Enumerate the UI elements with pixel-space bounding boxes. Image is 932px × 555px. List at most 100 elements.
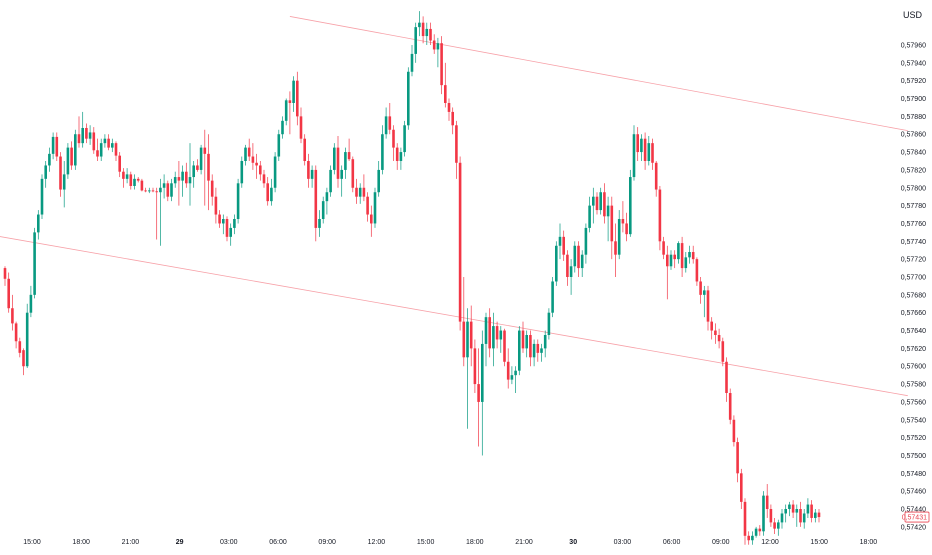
time-axis[interactable]: 15:00 18:00 21:00 29 03:00 06:00 09:00 12:00 15:… (23, 539, 877, 546)
price-axis[interactable]: 0,57960 0,57940 0,57920 0,57900 0,57880 0,578… (901, 42, 926, 531)
candle (218, 210, 221, 228)
candle (44, 160, 47, 188)
candle-body (440, 43, 443, 86)
candle (484, 312, 488, 367)
candle-body (680, 243, 684, 269)
candle-body (292, 80, 295, 103)
candle (706, 285, 710, 331)
candle (610, 196, 614, 260)
candle-body (780, 513, 784, 523)
candle (66, 143, 70, 179)
candle (414, 22, 417, 63)
candle-body (444, 85, 447, 103)
candle-body (325, 192, 329, 202)
candle-body (473, 348, 477, 385)
candle (33, 227, 36, 299)
candle (144, 187, 147, 193)
candle (222, 214, 225, 235)
candle-body (11, 308, 14, 324)
candle (225, 216, 229, 242)
candle (625, 212, 628, 242)
candle (806, 498, 810, 518)
candle (288, 91, 292, 135)
candle (721, 337, 725, 367)
candle (118, 152, 121, 178)
candle (255, 153, 258, 179)
candle-body (573, 245, 577, 267)
candle (129, 171, 133, 190)
candle (192, 160, 195, 188)
candle (814, 509, 817, 523)
candle (466, 308, 469, 429)
candle-body (795, 509, 799, 513)
channel-lines (0, 16, 908, 397)
candle (74, 129, 77, 170)
x-tick-label: 18:00 (860, 539, 878, 546)
candle (103, 134, 107, 148)
candle-body (643, 138, 647, 161)
candle-body (555, 245, 558, 282)
candle-body (85, 127, 88, 139)
candle-body (562, 236, 565, 255)
candle-body (185, 171, 188, 184)
candle (492, 312, 495, 367)
candle-body (514, 370, 517, 376)
x-tick-label: 09:00 (712, 539, 730, 546)
candle-body (710, 321, 713, 331)
candle-body (233, 218, 236, 228)
candle-body (717, 335, 721, 342)
candle-body (610, 205, 614, 242)
candle-body (580, 254, 584, 269)
candle-body (499, 330, 503, 340)
candle (447, 98, 451, 121)
candle (717, 328, 721, 349)
candle-body (466, 321, 469, 358)
candle (732, 415, 736, 447)
candle-body (188, 177, 192, 184)
candle (77, 116, 81, 148)
candle (236, 178, 240, 224)
candle (777, 519, 780, 536)
candle (25, 303, 29, 369)
candle-body (270, 187, 273, 202)
candle-body (588, 205, 591, 228)
candle (370, 205, 373, 237)
candle-body (547, 312, 551, 336)
candle (14, 321, 18, 349)
candle (725, 357, 728, 402)
candle (399, 147, 403, 170)
candle (788, 501, 791, 517)
candle-body (510, 375, 514, 380)
candle (85, 123, 88, 144)
candle-body (44, 165, 47, 179)
y-tick-label: 0,57420 (901, 524, 926, 531)
x-tick-label: 18:00 (466, 539, 484, 546)
candle (488, 308, 491, 358)
candle (122, 168, 125, 188)
candle (684, 252, 688, 273)
candle-body (151, 190, 155, 192)
currency-label: USD (903, 10, 923, 20)
candle (310, 165, 314, 188)
candle (632, 125, 636, 181)
candle-body (765, 495, 769, 510)
candle (203, 129, 207, 206)
candle-body (810, 504, 813, 518)
candle-body (518, 330, 521, 371)
y-tick-label: 0,57460 (901, 489, 926, 496)
candle-body (569, 266, 573, 277)
candle (388, 102, 392, 135)
candle-body (196, 165, 199, 170)
candle (173, 171, 177, 188)
candle (740, 468, 743, 510)
candle-body (754, 528, 758, 536)
candle-body (329, 169, 332, 193)
y-tick-label: 0,57680 (901, 292, 926, 299)
candle-body (666, 254, 669, 267)
candle (558, 223, 562, 260)
candle-body (658, 189, 662, 242)
y-tick-label: 0,57600 (901, 364, 926, 371)
candle-body (740, 473, 743, 502)
